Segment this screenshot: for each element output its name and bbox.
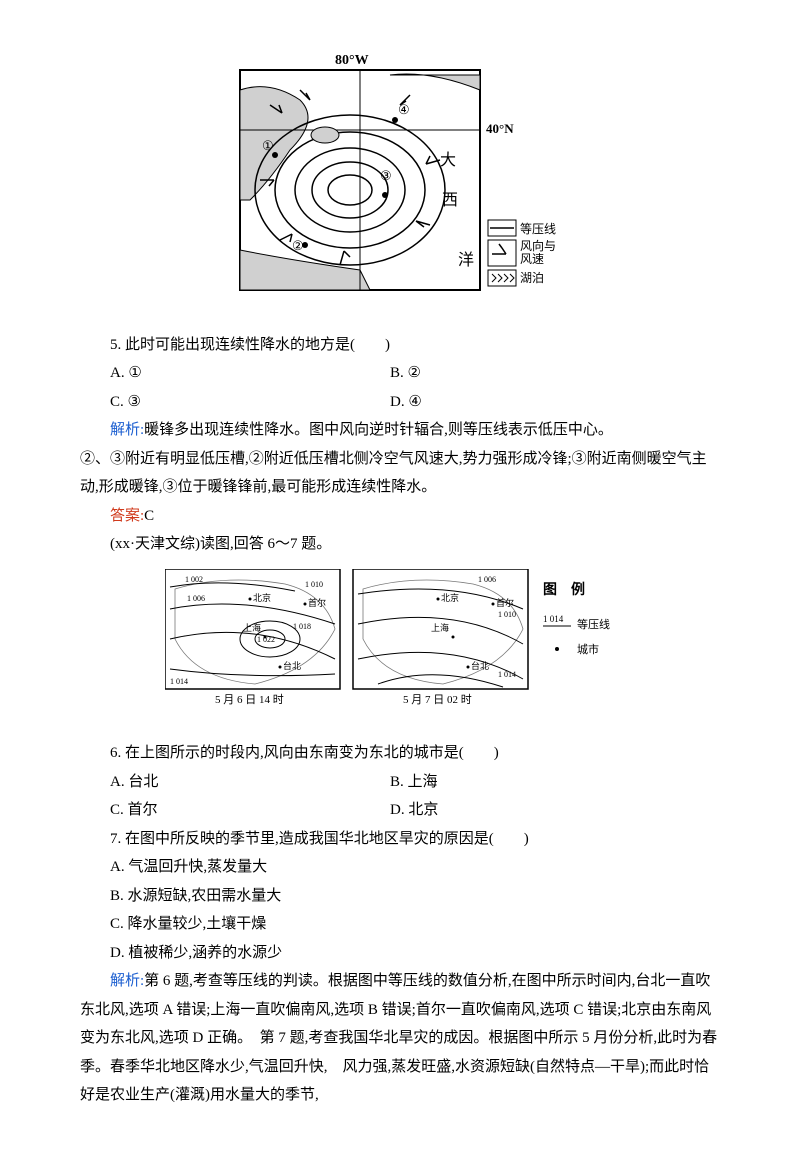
q7-opt-d: D. 植被稀少,涵养的水源少 [80, 939, 720, 968]
intro67: (xx·天津文综)读图,回答 6～7 题。 [80, 530, 720, 559]
svg-text:1 006: 1 006 [187, 594, 205, 603]
fig1-p1: ① [262, 138, 274, 153]
svg-text:首尔: 首尔 [496, 597, 514, 608]
q5-opt-d: D. ④ [390, 388, 720, 417]
q7-opt-b: B. 水源短缺,农田需水量大 [80, 882, 720, 911]
q6-opt-d: D. 北京 [390, 796, 720, 825]
q7-opt-a: A. 气温回升快,蒸发量大 [80, 853, 720, 882]
svg-text:1 014: 1 014 [498, 670, 516, 679]
fig2b-caption: 5 月 7 日 02 时 [403, 693, 472, 706]
answer5: 答案:C [80, 502, 720, 531]
fig1-legend1: 等压线 [520, 222, 556, 236]
svg-text:上海: 上海 [431, 622, 449, 633]
svg-text:1 010: 1 010 [498, 610, 516, 619]
fig2-legend-dot: 城市 [577, 642, 599, 656]
svg-text:北京: 北京 [253, 592, 271, 603]
svg-text:上海: 上海 [243, 622, 261, 633]
fig1-legend2a: 风向与 [520, 238, 556, 253]
answer-label: 答案: [110, 508, 144, 524]
fig2a-caption: 5 月 6 日 14 时 [215, 693, 284, 706]
q6-opt-c: C. 首尔 [80, 796, 390, 825]
svg-text:1 002: 1 002 [185, 575, 203, 584]
analysis-label-67: 解析: [110, 973, 144, 989]
q7-stem: 7. 在图中所反映的季节里,造成我国华北地区旱灾的原因是( ) [80, 825, 720, 854]
q5-opt-b: B. ② [390, 359, 720, 388]
svg-text:北京: 北京 [441, 592, 459, 603]
q5-opt-a: A. ① [80, 359, 390, 388]
svg-text:1 014: 1 014 [170, 677, 188, 686]
fig1-ocean1: 大 [440, 151, 456, 169]
svg-text:台北: 台北 [471, 660, 489, 671]
fig1-legend2b: 风速 [520, 252, 544, 266]
fig1-lon-label: 80°W [335, 53, 369, 68]
fig1-lat-label: 40°N [486, 121, 514, 136]
fig1-p2: ② [292, 238, 304, 253]
analysis5: 解析:暖锋多出现连续性降水。图中风向逆时针辐合,则等压线表示低压中心。 [80, 416, 720, 445]
fig2-legend-title: 图 例 [543, 581, 585, 598]
q5-opt-c: C. ③ [80, 388, 390, 417]
q6-opt-a: A. 台北 [80, 768, 390, 797]
q7-opt-c: C. 降水量较少,土壤干燥 [80, 910, 720, 939]
svg-text:首尔: 首尔 [308, 597, 326, 608]
analysis-label: 解析: [110, 422, 144, 438]
fig1-ocean2: 西 [442, 192, 458, 209]
q6-stem: 6. 在上图所示的时段内,风向由东南变为东北的城市是( ) [80, 739, 720, 768]
q6-opt-b: B. 上海 [390, 768, 720, 797]
fig1-legend3: 湖泊 [520, 270, 544, 285]
svg-text:1 014: 1 014 [543, 614, 564, 624]
fig1-p4: ④ [398, 102, 410, 117]
fig1-ocean3: 洋 [458, 251, 474, 269]
svg-text:台北: 台北 [283, 660, 301, 671]
svg-text:1 010: 1 010 [305, 580, 323, 589]
svg-text:1 018: 1 018 [293, 622, 311, 631]
q5-stem: 5. 此时可能出现连续性降水的地方是( ) [80, 331, 720, 360]
svg-text:1 006: 1 006 [478, 575, 496, 584]
fig1-p3: ③ [380, 168, 392, 183]
figure-1: 80°W 40°N 大 西 洋 ① ② ③ ④ 等压线 风向与 风速 湖泊 [80, 50, 720, 311]
figure-2: 1 002 1 006 1 010 1 014 1 022 1 018 北京 首… [80, 569, 720, 720]
analysis67: 解析:第 6 题,考查等压线的判读。根据图中等压线的数值分析,在图中所示时间内,… [80, 967, 720, 1110]
analysis5-cont: ②、③附近有明显低压槽,②附近低压槽北侧冷空气风速大,势力强形成冷锋;③附近南侧… [80, 445, 720, 502]
fig2-legend-line: 等压线 [577, 617, 610, 631]
